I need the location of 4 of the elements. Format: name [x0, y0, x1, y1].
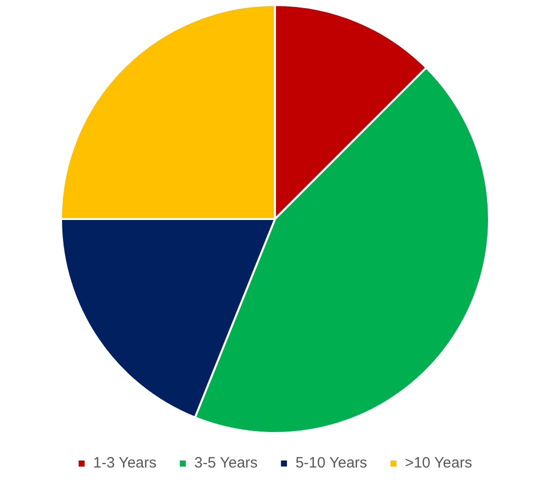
legend-label: 3-5 Years — [194, 454, 258, 472]
legend-label: >10 Years — [404, 454, 472, 472]
legend-label: 1-3 Years — [93, 454, 157, 472]
legend-label: 5-10 Years — [295, 454, 368, 472]
